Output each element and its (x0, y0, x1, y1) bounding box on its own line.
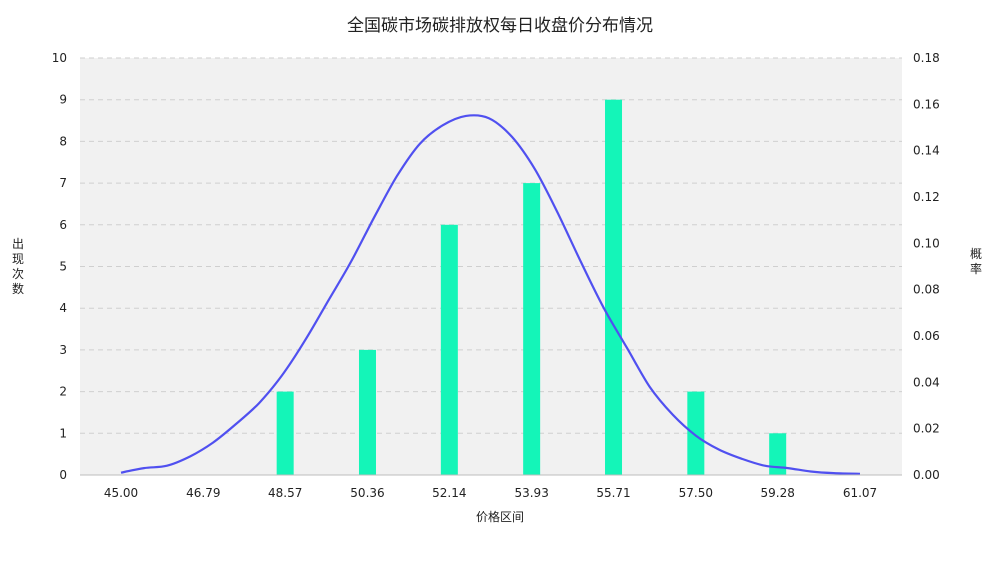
y-tick-label: 3 (59, 343, 67, 357)
density-curve (120, 114, 861, 475)
x-tick-label: 45.00 (104, 486, 138, 500)
y-tick-label: 5 (59, 260, 67, 274)
plot-area: 0 1 2 3 4 5 6 7 8 9 10 0.00 0.02 0.04 0.06 0.08 0.10 0.12… (12, 51, 982, 524)
y2-tick-label: 0.18 (913, 51, 940, 65)
y-tick-label: 9 (59, 93, 67, 107)
x-tick-label: 46.79 (186, 486, 220, 500)
y-tick-label: 1 (59, 426, 67, 440)
y-tick-label: 4 (59, 301, 67, 315)
x-tick-label: 57.50 (679, 486, 713, 500)
y2-tick-label: 0.00 (913, 468, 940, 482)
bar (523, 183, 541, 475)
y2-tick-label: 0.10 (913, 236, 940, 250)
bar (276, 391, 294, 475)
x-tick-label: 48.57 (268, 486, 302, 500)
x-tick-label: 50.36 (350, 486, 384, 500)
bar (769, 433, 787, 475)
y2-tick-label: 0.06 (913, 329, 940, 343)
y2-tick-label: 0.12 (913, 190, 940, 204)
y2-tick-label: 0.16 (913, 97, 940, 111)
x-tick-label: 52.14 (432, 486, 466, 500)
x-tick-label: 55.71 (596, 486, 630, 500)
y-tick-label: 8 (59, 134, 67, 148)
x-tick-label: 53.93 (514, 486, 548, 500)
bar (358, 349, 376, 475)
x-axis-title: 价格区间 (476, 509, 524, 524)
y-tick-label: 2 (59, 385, 67, 399)
x-tick-label: 59.28 (761, 486, 795, 500)
x-tick-label: 61.07 (843, 486, 877, 500)
bar (605, 99, 623, 475)
y-tick-label: 7 (59, 176, 67, 190)
y2-tick-label: 0.14 (913, 144, 940, 158)
y-tick-label: 0 (59, 468, 67, 482)
y-axis-title: 出现次数 (12, 237, 24, 296)
y2-tick-label: 0.04 (913, 375, 940, 389)
y2-axis-title: 概率 (970, 247, 982, 276)
plot-background (80, 58, 902, 475)
y-tick-label: 10 (52, 51, 67, 65)
chart-title: 全国碳市场碳排放权每日收盘价分布情况 (347, 16, 653, 36)
y-tick-label: 6 (59, 218, 67, 232)
bar (687, 391, 705, 475)
y2-tick-label: 0.08 (913, 283, 940, 297)
bar (440, 224, 458, 475)
y2-tick-label: 0.02 (913, 422, 940, 436)
